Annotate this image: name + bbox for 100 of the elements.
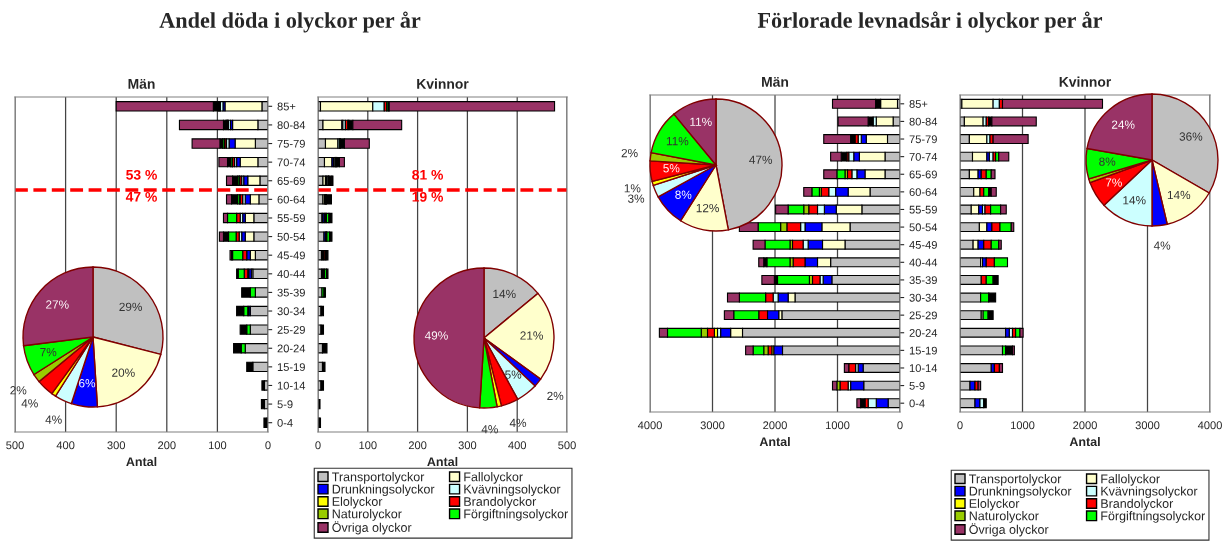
data-label: 21% — [520, 331, 543, 340]
legend-label: Elolyckor — [332, 496, 383, 509]
x-tick-label: 3000 — [700, 421, 725, 430]
data-label: 11% — [690, 117, 712, 126]
y-tick-label: 0-4 — [277, 418, 293, 427]
y-tick-label: 15-19 — [277, 363, 305, 371]
y-tick-label: 25-29 — [909, 311, 937, 320]
legend-label: Förgiftningsolyckor — [464, 509, 569, 521]
y-tick-label: 55-59 — [277, 214, 305, 223]
x-tick-label: 0 — [315, 441, 321, 450]
text: Andel döda i olyckor per år — [159, 11, 421, 33]
legend-label: Fallolyckor — [464, 472, 523, 484]
legend-label: Fallolyckor — [1101, 474, 1160, 486]
data-label: 47% — [749, 155, 773, 164]
y-tick-label: 40-44 — [277, 270, 306, 278]
legend-label: Förgiftningsolyckor — [1101, 511, 1206, 523]
y-tick-label: 5-9 — [909, 381, 925, 390]
annotation: 47 % — [125, 191, 157, 202]
y-tick-label: 55-59 — [909, 205, 937, 214]
y-tick-label: 65-69 — [909, 170, 937, 179]
legend-label: Brandolyckor — [1101, 498, 1174, 511]
legend-label: Transportolyckor — [969, 474, 1062, 486]
y-tick-label: 85+ — [909, 100, 928, 108]
y-tick-label: 80-84 — [277, 121, 306, 130]
data-label: 4% — [21, 399, 38, 408]
annotation: 53 % — [126, 169, 157, 180]
x-tick-label: 500 — [558, 441, 576, 450]
y-tick-label: 60-64 — [909, 188, 938, 196]
y-tick-label: 65-69 — [277, 177, 305, 185]
y-tick-label: 45-49 — [909, 240, 937, 249]
legend-label: Drunkningsolyckor — [332, 484, 435, 497]
x-tick-label: 4000 — [1197, 421, 1222, 430]
y-tick-label: 35-39 — [277, 288, 305, 297]
y-tick-label: 30-34 — [909, 293, 938, 302]
y-tick-label: 10-14 — [909, 364, 938, 373]
data-label: 14% — [493, 289, 516, 299]
x-tick-label: 2000 — [763, 421, 787, 430]
x-tick-label: 300 — [107, 441, 126, 450]
legend-label: Drunkningsolyckor — [969, 486, 1072, 499]
x-axis-title: Antal — [427, 456, 458, 467]
data-label: 5% — [505, 370, 522, 379]
x-tick-label: 2000 — [1073, 421, 1097, 430]
legend-label: Brandolyckor — [464, 496, 537, 509]
data-label: 4% — [1153, 241, 1171, 250]
data-label: 7% — [40, 347, 57, 357]
y-tick-label: 70-74 — [277, 158, 306, 167]
data-label: 5% — [663, 164, 680, 173]
legend-label: Naturolyckor — [969, 511, 1039, 523]
x-tick-label: 300 — [458, 441, 477, 450]
x-tick-label: 400 — [508, 441, 527, 450]
x-tick-label: 200 — [158, 441, 176, 450]
data-label: 2% — [547, 391, 564, 401]
y-tick-label: 20-24 — [909, 329, 938, 337]
data-label: 4% — [45, 415, 62, 424]
y-tick-label: 25-29 — [277, 325, 305, 334]
x-tick-label: 0 — [957, 421, 963, 430]
x-tick-label: 100 — [359, 441, 377, 450]
x-axis-title: Antal — [126, 456, 157, 467]
data-label: 14% — [1167, 190, 1191, 200]
x-tick-label: 1000 — [825, 421, 850, 430]
data-label: 29% — [119, 302, 143, 311]
chart-title: Kvinnor — [1059, 76, 1112, 87]
y-tick-label: 85+ — [277, 102, 296, 111]
chart-title: Män — [128, 79, 155, 89]
data-label: 4% — [481, 425, 498, 434]
y-tick-label: 10-14 — [277, 381, 306, 390]
y-tick-label: 80-84 — [909, 117, 938, 126]
x-tick-label: 4000 — [637, 421, 662, 430]
y-tick-label: 75-79 — [277, 139, 305, 148]
data-label: 14% — [1123, 196, 1146, 205]
legend-label: Övriga olyckor — [332, 521, 412, 535]
y-tick-label: 50-54 — [909, 223, 938, 232]
legend-label: Övriga olyckor — [969, 523, 1049, 537]
data-label: 6% — [79, 379, 96, 388]
data-label: 7% — [1105, 178, 1122, 187]
data-label: 12% — [696, 203, 719, 213]
legend-label: Kvävningsolyckor — [1101, 486, 1198, 499]
legend-label: Elolyckor — [969, 498, 1020, 511]
y-tick-label: 20-24 — [277, 344, 306, 353]
y-tick-label: 5-9 — [277, 400, 293, 409]
legend-label: Transportolyckor — [332, 472, 425, 484]
data-label: 24% — [1111, 120, 1135, 129]
chart-title: Kvinnor — [417, 78, 469, 89]
x-tick-label: 100 — [208, 441, 227, 450]
x-tick-label: 3000 — [1135, 421, 1160, 430]
legend-label: Kvävningsolyckor — [464, 484, 561, 497]
data-label: 49% — [424, 331, 448, 340]
x-tick-label: 500 — [6, 441, 24, 450]
chart-title: Män — [762, 77, 789, 87]
data-label: 20% — [112, 368, 135, 377]
x-axis-title: Antal — [759, 436, 790, 447]
data-label: 1% — [624, 184, 641, 193]
data-label: 2% — [621, 148, 638, 158]
y-tick-label: 50-54 — [277, 232, 306, 241]
y-tick-label: 30-34 — [277, 307, 306, 316]
y-tick-label: 45-49 — [277, 251, 305, 260]
data-label: 8% — [1099, 157, 1116, 166]
y-tick-label: 40-44 — [909, 258, 938, 267]
x-tick-label: 0 — [897, 421, 903, 430]
y-tick-label: 0-4 — [909, 399, 925, 408]
